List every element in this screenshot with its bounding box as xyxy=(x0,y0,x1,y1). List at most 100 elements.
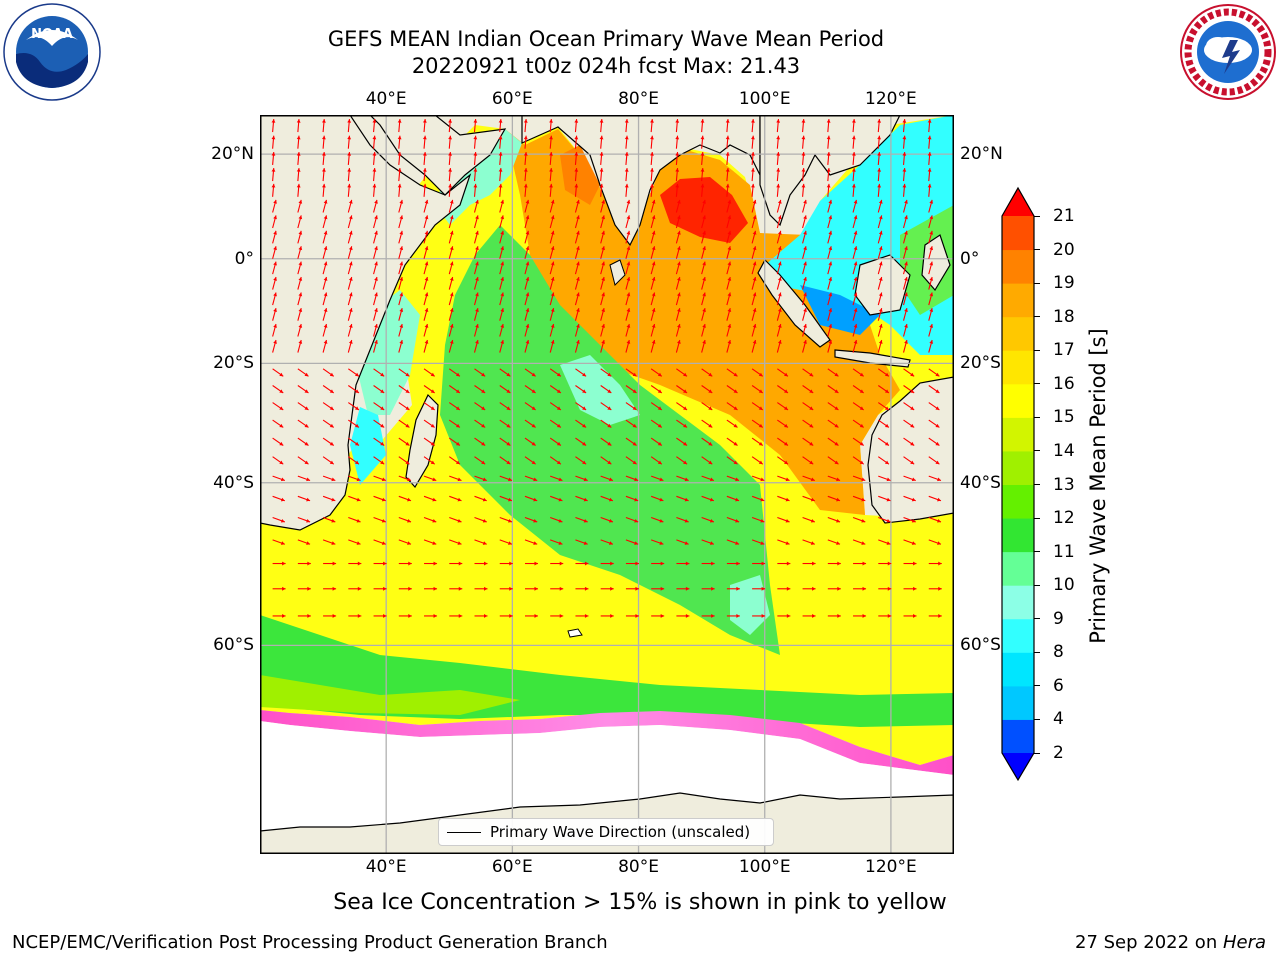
colorbar-tick-label: 10 xyxy=(1053,575,1075,596)
wave-direction-arrow xyxy=(272,230,277,244)
wave-direction-arrow xyxy=(751,339,757,353)
wave-direction-arrow xyxy=(347,246,353,259)
ice-covered-ocean xyxy=(260,721,954,835)
wave-direction-arrow xyxy=(651,614,665,618)
lat-tick-label-left: 20°N xyxy=(211,144,254,165)
wave-direction-arrow xyxy=(928,539,942,545)
wave-direction-arrow xyxy=(373,614,387,618)
wave-direction-arrow xyxy=(272,539,286,545)
wave-direction-arrow xyxy=(650,168,654,182)
wave-direction-arrow xyxy=(777,437,789,446)
wave-direction-arrow xyxy=(423,261,429,275)
wave-direction-arrow xyxy=(272,199,277,213)
orange-region xyxy=(505,129,900,515)
wave-direction-arrow xyxy=(675,151,680,166)
wave-direction-arrow xyxy=(701,614,715,618)
noaa-logo: NOAA xyxy=(3,3,101,101)
wave-direction-arrow xyxy=(701,516,715,523)
wave-direction-arrow xyxy=(322,456,335,465)
wave-direction-arrow xyxy=(600,276,605,290)
wave-direction-arrow xyxy=(726,516,740,523)
wave-direction-arrow xyxy=(801,168,806,182)
wave-direction-arrow xyxy=(700,183,705,197)
lon-tick-label-top: 40°E xyxy=(365,89,407,109)
wave-direction-arrow xyxy=(852,261,858,275)
sea-ice-note: Sea Ice Concentration > 15% is shown in … xyxy=(333,890,947,915)
wave-direction-arrow xyxy=(902,323,908,337)
wave-direction-arrow xyxy=(398,419,410,428)
wave-direction-arrow xyxy=(448,339,454,353)
wave-direction-arrow xyxy=(701,561,715,566)
wave-direction-arrow xyxy=(549,215,555,229)
wave-direction-arrow xyxy=(424,561,438,566)
wave-period-map xyxy=(260,115,954,854)
wave-direction-arrow xyxy=(676,456,688,465)
wave-direction-arrow xyxy=(851,168,856,182)
wave-direction-arrow xyxy=(776,183,781,197)
wave-direction-arrow xyxy=(777,368,789,377)
wave-direction-arrow xyxy=(827,475,841,482)
wave-direction-arrow xyxy=(877,168,882,182)
wave-direction-arrow xyxy=(726,199,732,213)
wave-direction-arrow xyxy=(499,368,511,377)
wave-direction-arrow xyxy=(777,586,791,591)
wave-direction-arrow xyxy=(902,151,907,166)
wave-direction-arrow xyxy=(272,456,284,465)
wave-direction-arrow xyxy=(474,539,487,545)
wave-direction-arrow xyxy=(650,215,656,229)
wave-direction-arrow xyxy=(474,614,488,618)
wave-direction-arrow xyxy=(725,168,730,182)
wave-direction-arrow xyxy=(927,183,932,197)
wave-direction-arrow xyxy=(271,135,276,149)
wave-direction-arrow xyxy=(272,516,286,523)
wave-direction-arrow xyxy=(272,586,286,591)
wave-direction-arrow xyxy=(600,385,612,394)
wave-direction-arrow xyxy=(625,230,631,244)
wave-direction-arrow xyxy=(524,308,530,321)
wave-direction-arrow xyxy=(397,151,402,166)
wave-direction-arrow xyxy=(600,339,605,353)
wave-direction-arrow xyxy=(700,151,705,166)
colorbar-tick-mark xyxy=(1034,215,1040,217)
colorbar-cell xyxy=(1002,249,1034,284)
wave-direction-arrow xyxy=(726,402,738,411)
wave-direction-arrow xyxy=(347,323,353,337)
wave-direction-arrow xyxy=(347,308,353,321)
green-ridge xyxy=(440,225,780,655)
wave-direction-arrow xyxy=(650,323,656,337)
wave-direction-arrow xyxy=(624,119,629,133)
wave-direction-arrow xyxy=(322,308,328,321)
wave-direction-arrow xyxy=(902,308,908,321)
wave-direction-arrow xyxy=(903,495,916,502)
wave-direction-arrow xyxy=(751,516,765,523)
wave-direction-arrow xyxy=(549,323,555,337)
wave-direction-arrow xyxy=(802,292,807,306)
wave-direction-arrow xyxy=(827,586,841,591)
wave-direction-arrow xyxy=(297,368,309,377)
wave-direction-arrow xyxy=(700,119,705,133)
wave-direction-arrow xyxy=(751,368,764,377)
colorbar-cell xyxy=(1002,685,1034,720)
lon-tick-label-top: 120°E xyxy=(865,89,917,109)
wave-direction-arrow xyxy=(903,586,917,591)
colorbar-tick-mark xyxy=(1034,450,1040,452)
wave-direction-arrow xyxy=(928,495,942,502)
colorbar-tick-label: 20 xyxy=(1053,239,1075,260)
wave-direction-arrow xyxy=(499,246,505,259)
wave-direction-arrow xyxy=(397,183,402,197)
wave-direction-arrow xyxy=(549,246,555,259)
wave-direction-arrow xyxy=(297,516,311,523)
sumatra xyxy=(757,259,831,348)
wave-direction-arrow xyxy=(398,230,404,244)
wave-direction-arrow xyxy=(373,516,386,523)
wave-direction-arrow xyxy=(322,495,336,502)
wave-direction-arrow xyxy=(372,151,377,166)
wave-direction-arrow xyxy=(624,183,629,197)
wave-direction-arrow xyxy=(802,475,815,482)
wave-direction-arrow xyxy=(650,402,663,411)
wave-direction-arrow xyxy=(448,456,461,465)
wave-direction-arrow xyxy=(599,151,604,166)
wave-direction-arrow xyxy=(625,586,639,591)
wave-direction-arrow xyxy=(701,385,713,394)
wave-direction-arrow xyxy=(701,261,706,275)
